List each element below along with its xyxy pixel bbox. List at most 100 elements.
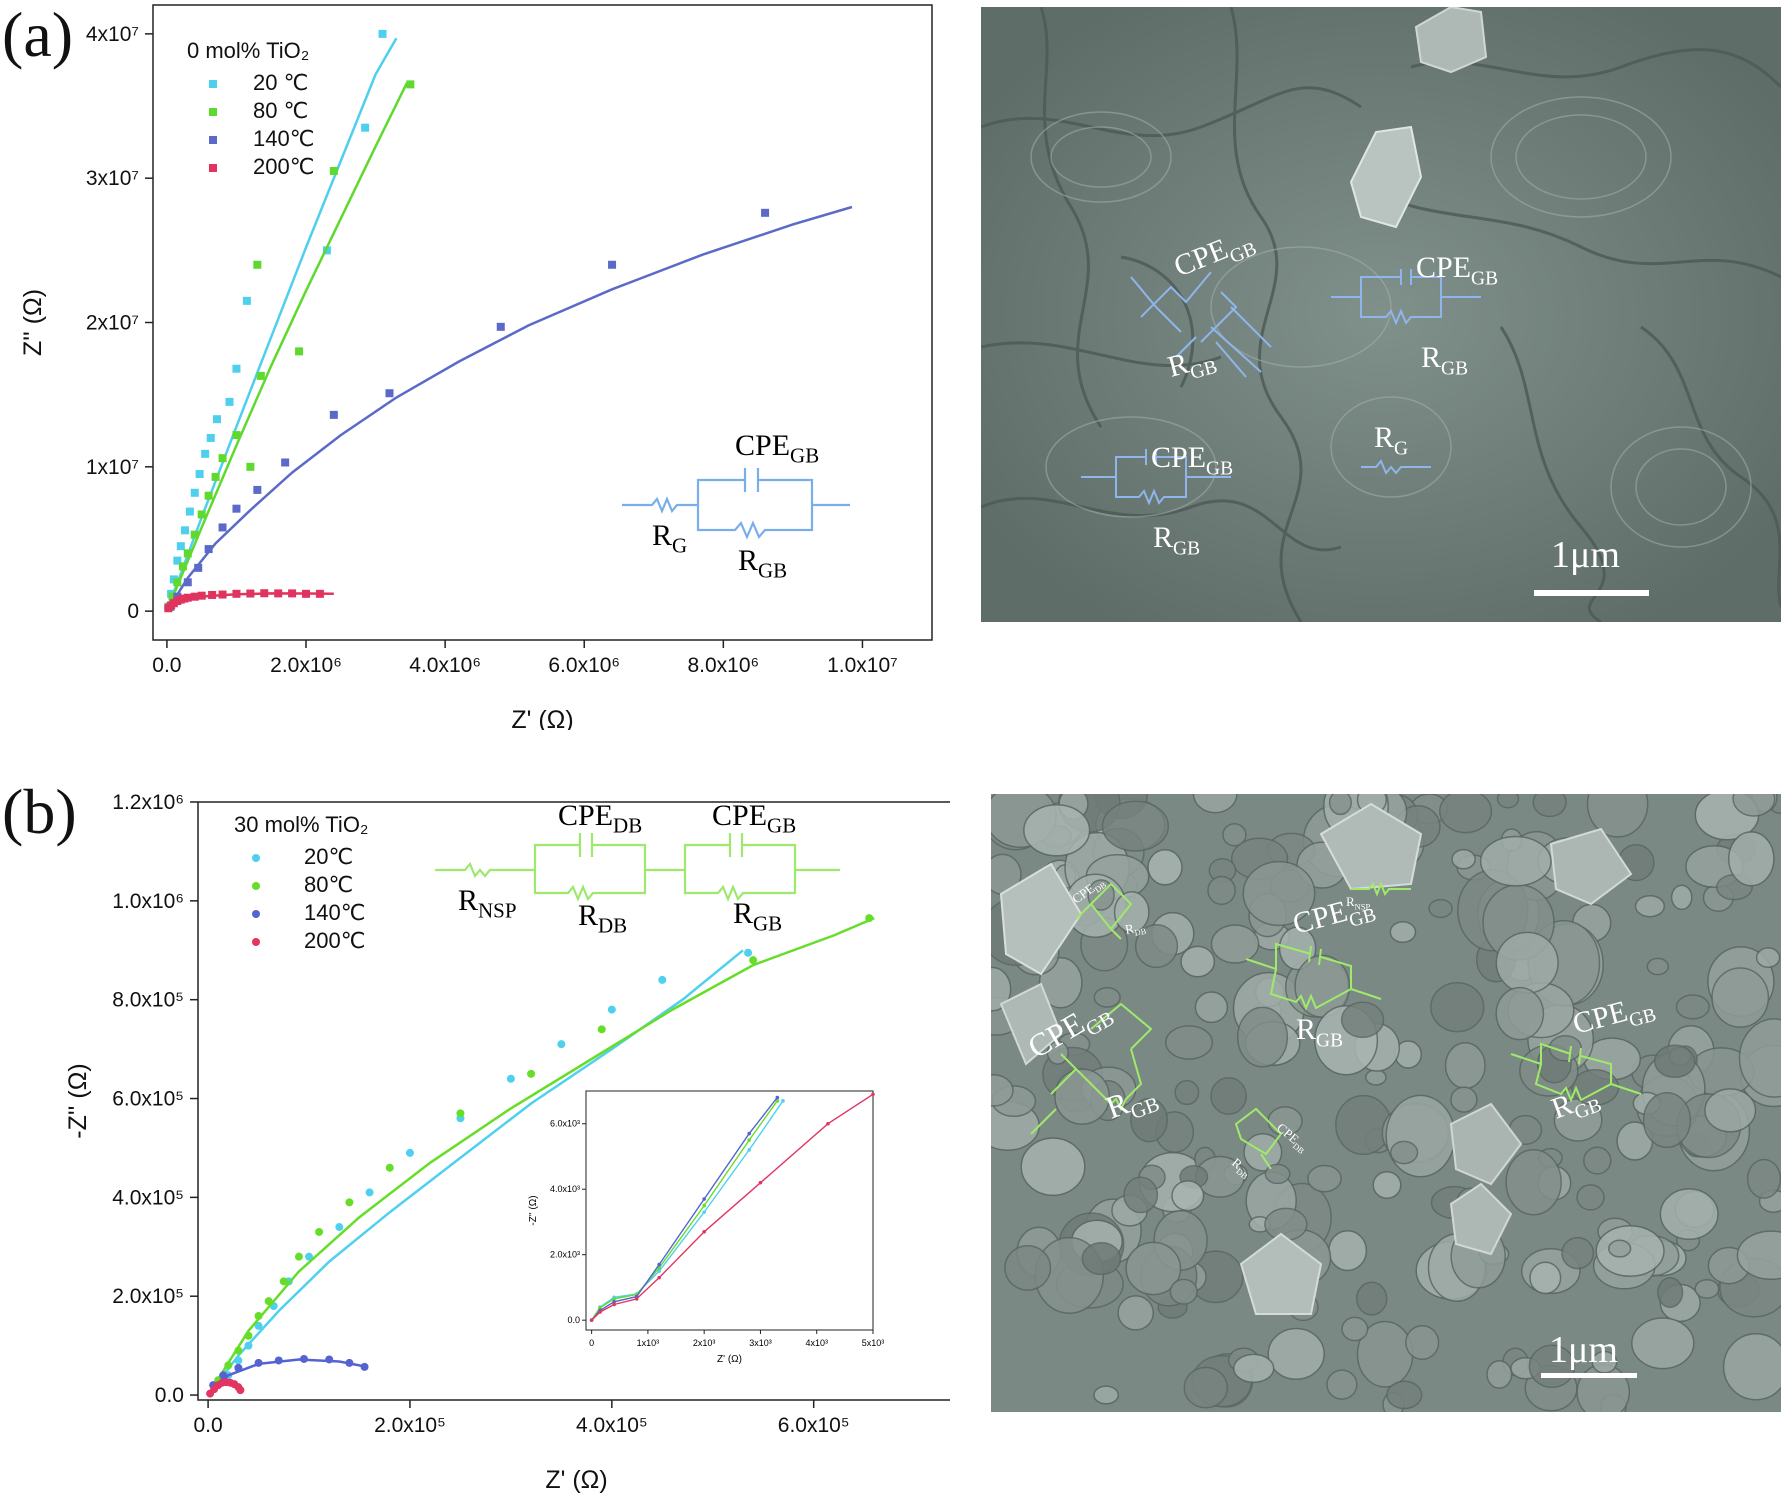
data-point: [302, 589, 311, 598]
data-point: [232, 589, 241, 598]
data-point: [761, 208, 770, 217]
grain: [1307, 1164, 1342, 1193]
data-point: [325, 1355, 334, 1364]
inset-data-point: [747, 1131, 751, 1136]
plot-frame: [197, 801, 950, 1401]
data-point: [197, 591, 206, 600]
grain: [1210, 924, 1260, 964]
impedance-chart-a: 0.0 2.0x10⁶ 4.0x10⁶ 6.0x10⁶ 8.0x10⁶ 1.0x10⁷ 0 1…: [19, 4, 933, 730]
circuit-label-cpe-gb: CPEGB: [712, 799, 796, 838]
data-point: [254, 1321, 263, 1330]
grain: [1642, 1092, 1692, 1149]
data-point: [190, 592, 199, 601]
data-point: [234, 1363, 243, 1372]
circuit-capacitor: [743, 468, 760, 492]
svg-text:RGB: RGB: [1153, 521, 1200, 560]
y-axis-label: -Z'' (Ω): [64, 1063, 92, 1138]
y-tick-label: 1.0x10⁶: [112, 890, 184, 913]
y-tick-label: 2.0x10⁵: [112, 1285, 184, 1308]
inset-x-tick-label: 1x10³: [637, 1338, 660, 1348]
y-tick-label: 8.0x10⁵: [112, 989, 184, 1012]
grain: [1711, 967, 1770, 1028]
grain: [1123, 1176, 1159, 1214]
data-point: [234, 1356, 243, 1365]
grain: [1561, 1236, 1595, 1270]
grain: [991, 966, 1012, 1012]
grain: [1694, 1278, 1720, 1299]
grain: [1495, 931, 1559, 994]
legend-marker: [252, 854, 260, 862]
data-point: [264, 1297, 273, 1306]
grain: [1169, 1278, 1198, 1305]
grain: [1365, 1069, 1387, 1086]
data-point: [865, 914, 874, 923]
data-point: [194, 563, 203, 572]
grain: [1340, 1001, 1385, 1039]
grain: [1183, 1366, 1229, 1409]
chart-title: 0 mol% TiO₂: [187, 38, 309, 63]
x-tick-label: 0.0: [152, 654, 181, 677]
inset-data-point: [598, 1310, 602, 1314]
grain: [1023, 803, 1091, 857]
grain: [1267, 1327, 1325, 1381]
grain: [1341, 1316, 1369, 1342]
grain: [1586, 794, 1649, 838]
grain: [1722, 1333, 1781, 1401]
data-point: [232, 504, 241, 513]
impedance-chart-b: 0.0 2.0x10⁵ 4.0x10⁵ 6.0x10⁵ 0.0 2.0x10⁵ 4.0x10…: [64, 791, 950, 1494]
data-point: [219, 1371, 228, 1380]
data-point: [190, 530, 199, 539]
data-point: [345, 1198, 354, 1207]
data-point: [254, 1358, 263, 1367]
legend-marker: [209, 164, 217, 172]
data-point: [236, 1386, 245, 1395]
inset-data-point: [634, 1297, 639, 1301]
grain: [1264, 1207, 1308, 1241]
scale-bar-b: [1541, 1373, 1637, 1378]
grain: [1054, 1068, 1111, 1125]
data-point: [201, 449, 210, 458]
x-tick-label: 4.0x10⁵: [576, 1414, 648, 1437]
data-point: [315, 589, 324, 598]
sem-image-a: CPEGB RGB CPEGB RGB CPEGB RGB RG 1μm: [981, 7, 1781, 622]
data-point: [211, 472, 220, 481]
grain: [1653, 1044, 1696, 1079]
grain: [1355, 1281, 1388, 1316]
grain: [1736, 1230, 1781, 1281]
data-point: [242, 296, 251, 305]
data-point: [232, 431, 241, 440]
inset-y-axis-label: -Z'' (Ω): [528, 1195, 539, 1225]
y-tick-label: 0: [127, 600, 139, 623]
x-tick-label: 8.0x10⁶: [687, 654, 759, 677]
data-point: [557, 1040, 566, 1049]
panel-label-b: (b): [2, 776, 77, 847]
data-point: [218, 454, 227, 463]
inset-data-point: [589, 1318, 594, 1322]
data-point: [281, 458, 290, 467]
data-point: [345, 1358, 354, 1367]
grain: [1207, 875, 1236, 906]
data-point: [288, 589, 297, 598]
data-point: [246, 589, 255, 598]
grain: [1328, 1229, 1368, 1272]
circuit-label-rgb: RGB: [733, 897, 782, 936]
grain: [1180, 945, 1216, 978]
inset-data-point: [747, 1148, 751, 1152]
data-point: [212, 415, 221, 424]
inset-y-tick-label: 4.0x10³: [550, 1184, 580, 1194]
chart-title: 30 mol% TiO₂: [234, 812, 368, 837]
x-axis-label: Z' (Ω): [511, 706, 573, 730]
grain: [991, 1074, 1014, 1107]
grain: [1147, 849, 1183, 886]
series-200: [206, 1378, 245, 1398]
inset-data-point: [781, 1099, 785, 1103]
data-point: [190, 488, 199, 497]
grain: [1171, 1180, 1205, 1212]
grain: [1405, 1324, 1440, 1361]
legend-label: 140℃: [253, 126, 314, 151]
equivalent-circuit-a: [622, 468, 850, 540]
grain: [1444, 1042, 1486, 1090]
data-point: [456, 1109, 465, 1118]
grain: [1746, 1158, 1781, 1199]
grain: [1486, 1359, 1513, 1389]
